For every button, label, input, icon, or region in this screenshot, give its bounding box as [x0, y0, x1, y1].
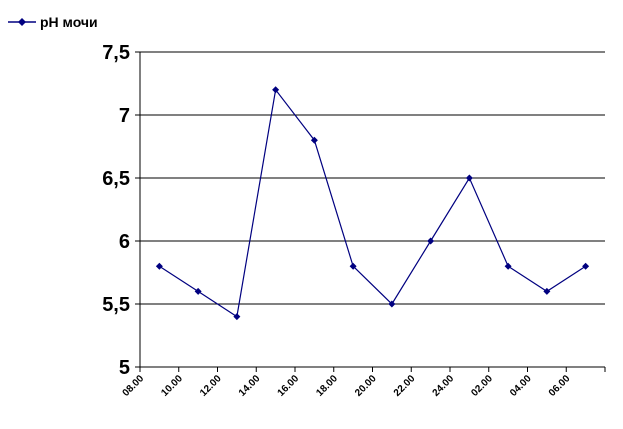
data-point-1 [194, 287, 202, 295]
series-line-0 [159, 88, 586, 318]
legend-label: pH мочи [40, 14, 98, 30]
y-tick-label-0: 5 [119, 357, 130, 379]
data-point-0 [155, 262, 163, 270]
data-point-11 [582, 262, 590, 270]
y-tick-label-2: 6 [119, 231, 130, 253]
data-point-5 [349, 262, 357, 270]
x-tick-labels: 08.00 10.00 12.00 14.00 16.00 18.00 20.00 22.00… [121, 373, 573, 399]
data-point-4 [310, 136, 318, 144]
x-tick-label-8: 24.00 [431, 373, 457, 399]
data-point-3 [272, 86, 280, 94]
x-tick-label-4: 16.00 [276, 373, 302, 399]
gridlines [140, 51, 605, 305]
x-tick-label-11: 06.00 [547, 373, 573, 399]
data-point-10 [543, 287, 551, 295]
data-point-7 [427, 237, 435, 245]
x-tick-label-1: 10.00 [159, 373, 185, 399]
x-tick-label-7: 22.00 [392, 373, 418, 399]
x-tick-label-3: 14.00 [237, 373, 263, 399]
data-point-6 [388, 300, 396, 308]
y-tick-label-4: 7 [119, 105, 130, 127]
y-tick-labels: 5 5,5 6 6,5 7 7,5 [102, 42, 130, 379]
x-tick-label-2: 12.00 [198, 373, 224, 399]
data-point-2 [233, 313, 241, 321]
x-tick-label-9: 02.00 [469, 373, 495, 399]
legend-marker [18, 18, 26, 26]
x-tick-label-6: 20.00 [353, 373, 379, 399]
y-tick-label-5: 7,5 [102, 42, 130, 64]
series-group [155, 86, 590, 321]
data-point-8 [465, 174, 473, 182]
x-tick-label-5: 18.00 [314, 373, 340, 399]
y-tick-label-1: 5,5 [102, 294, 130, 316]
legend: pH мочи [8, 14, 98, 30]
data-point-9 [504, 262, 512, 270]
y-tick-label-3: 6,5 [102, 168, 130, 190]
x-tick-label-10: 04.00 [508, 373, 534, 399]
axes [135, 51, 606, 372]
